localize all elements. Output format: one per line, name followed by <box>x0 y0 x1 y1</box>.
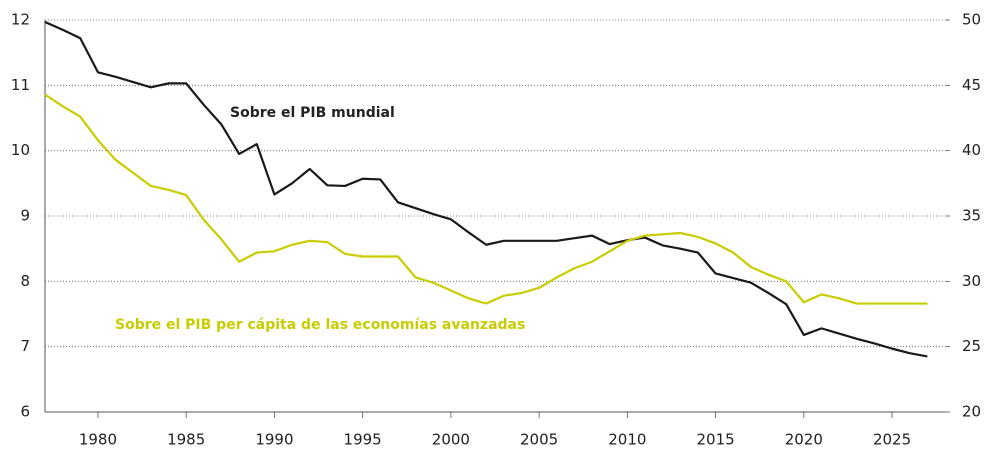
y-tick-label: 12 <box>11 11 30 29</box>
line <box>44 93 928 305</box>
x-tick-label: 2020 <box>785 431 823 449</box>
y2-tick-label: 20 <box>962 403 981 421</box>
y-tick-label: 9 <box>20 207 30 225</box>
y2-tick-label: 45 <box>962 76 981 94</box>
y-tick-label: 7 <box>20 337 30 355</box>
x-tick-label: 1980 <box>79 431 117 449</box>
y-tick-label: 8 <box>20 272 30 290</box>
annotation: Sobre el PIB mundial <box>230 105 395 121</box>
y-tick-label: 10 <box>11 141 30 159</box>
y2-tick-label: 50 <box>962 11 981 29</box>
x-tick-label: 2000 <box>432 431 470 449</box>
x-tick-label: 2010 <box>608 431 646 449</box>
y-tick-label: 11 <box>11 76 30 94</box>
y-tick-label: 6 <box>20 403 30 421</box>
x-tick-label: 2025 <box>873 431 911 449</box>
x-tick-label: 1990 <box>255 431 293 449</box>
line <box>44 20 928 358</box>
x-tick-label: 2015 <box>696 431 734 449</box>
y2-tick-label: 35 <box>962 207 981 225</box>
y2-tick-label: 30 <box>962 272 981 290</box>
y2-tick-label: 40 <box>962 141 981 159</box>
x-tick-label: 2005 <box>520 431 558 449</box>
x-tick-label: 1995 <box>344 431 382 449</box>
y2-tick-label: 25 <box>962 337 981 355</box>
x-tick-label: 1985 <box>167 431 205 449</box>
annotation: Sobre el PIB per cápita de las economías… <box>115 317 525 333</box>
